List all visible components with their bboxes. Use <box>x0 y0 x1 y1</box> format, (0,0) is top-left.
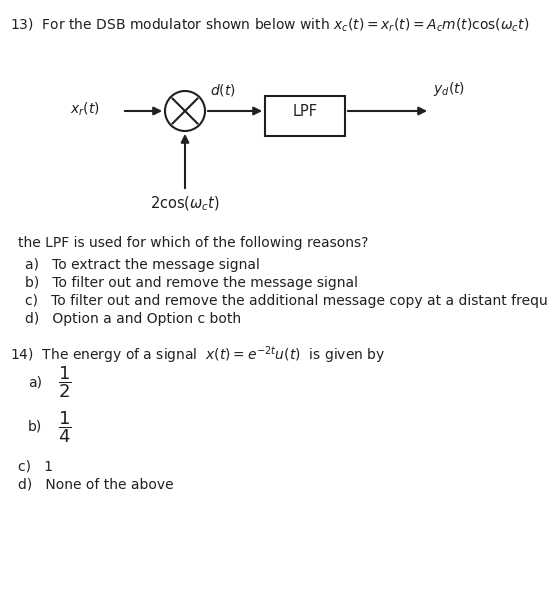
Text: $d(t)$: $d(t)$ <box>210 82 236 98</box>
Text: b)   To filter out and remove the message signal: b) To filter out and remove the message … <box>25 276 358 290</box>
Text: b): b) <box>28 420 42 434</box>
Text: a)   To extract the message signal: a) To extract the message signal <box>25 258 260 272</box>
Text: LPF: LPF <box>293 103 317 119</box>
Text: c)   1: c) 1 <box>18 459 53 473</box>
Text: $y_d(t)$: $y_d(t)$ <box>433 80 465 98</box>
Text: the LPF is used for which of the following reasons?: the LPF is used for which of the followi… <box>18 236 368 250</box>
Text: $\dfrac{1}{4}$: $\dfrac{1}{4}$ <box>58 409 71 445</box>
Text: a): a) <box>28 375 42 389</box>
Text: d)   None of the above: d) None of the above <box>18 477 174 491</box>
Text: $\dfrac{1}{2}$: $\dfrac{1}{2}$ <box>58 364 71 400</box>
Text: c)   To filter out and remove the additional message copy at a distant frequency: c) To filter out and remove the addition… <box>25 294 548 308</box>
Text: $x_r(t)$: $x_r(t)$ <box>70 100 100 118</box>
Text: 13)  For the DSB modulator shown below with $x_c(t) = x_r(t) = A_c m(t)\cos(\ome: 13) For the DSB modulator shown below wi… <box>10 17 529 34</box>
Text: 14)  The energy of a signal  $x(t) = e^{-2t}u(t)$  is given by: 14) The energy of a signal $x(t) = e^{-2… <box>10 344 385 366</box>
Text: d)   Option a and Option c both: d) Option a and Option c both <box>25 312 241 326</box>
Bar <box>265 96 345 136</box>
Text: $2\cos(\omega_c t)$: $2\cos(\omega_c t)$ <box>150 195 220 213</box>
